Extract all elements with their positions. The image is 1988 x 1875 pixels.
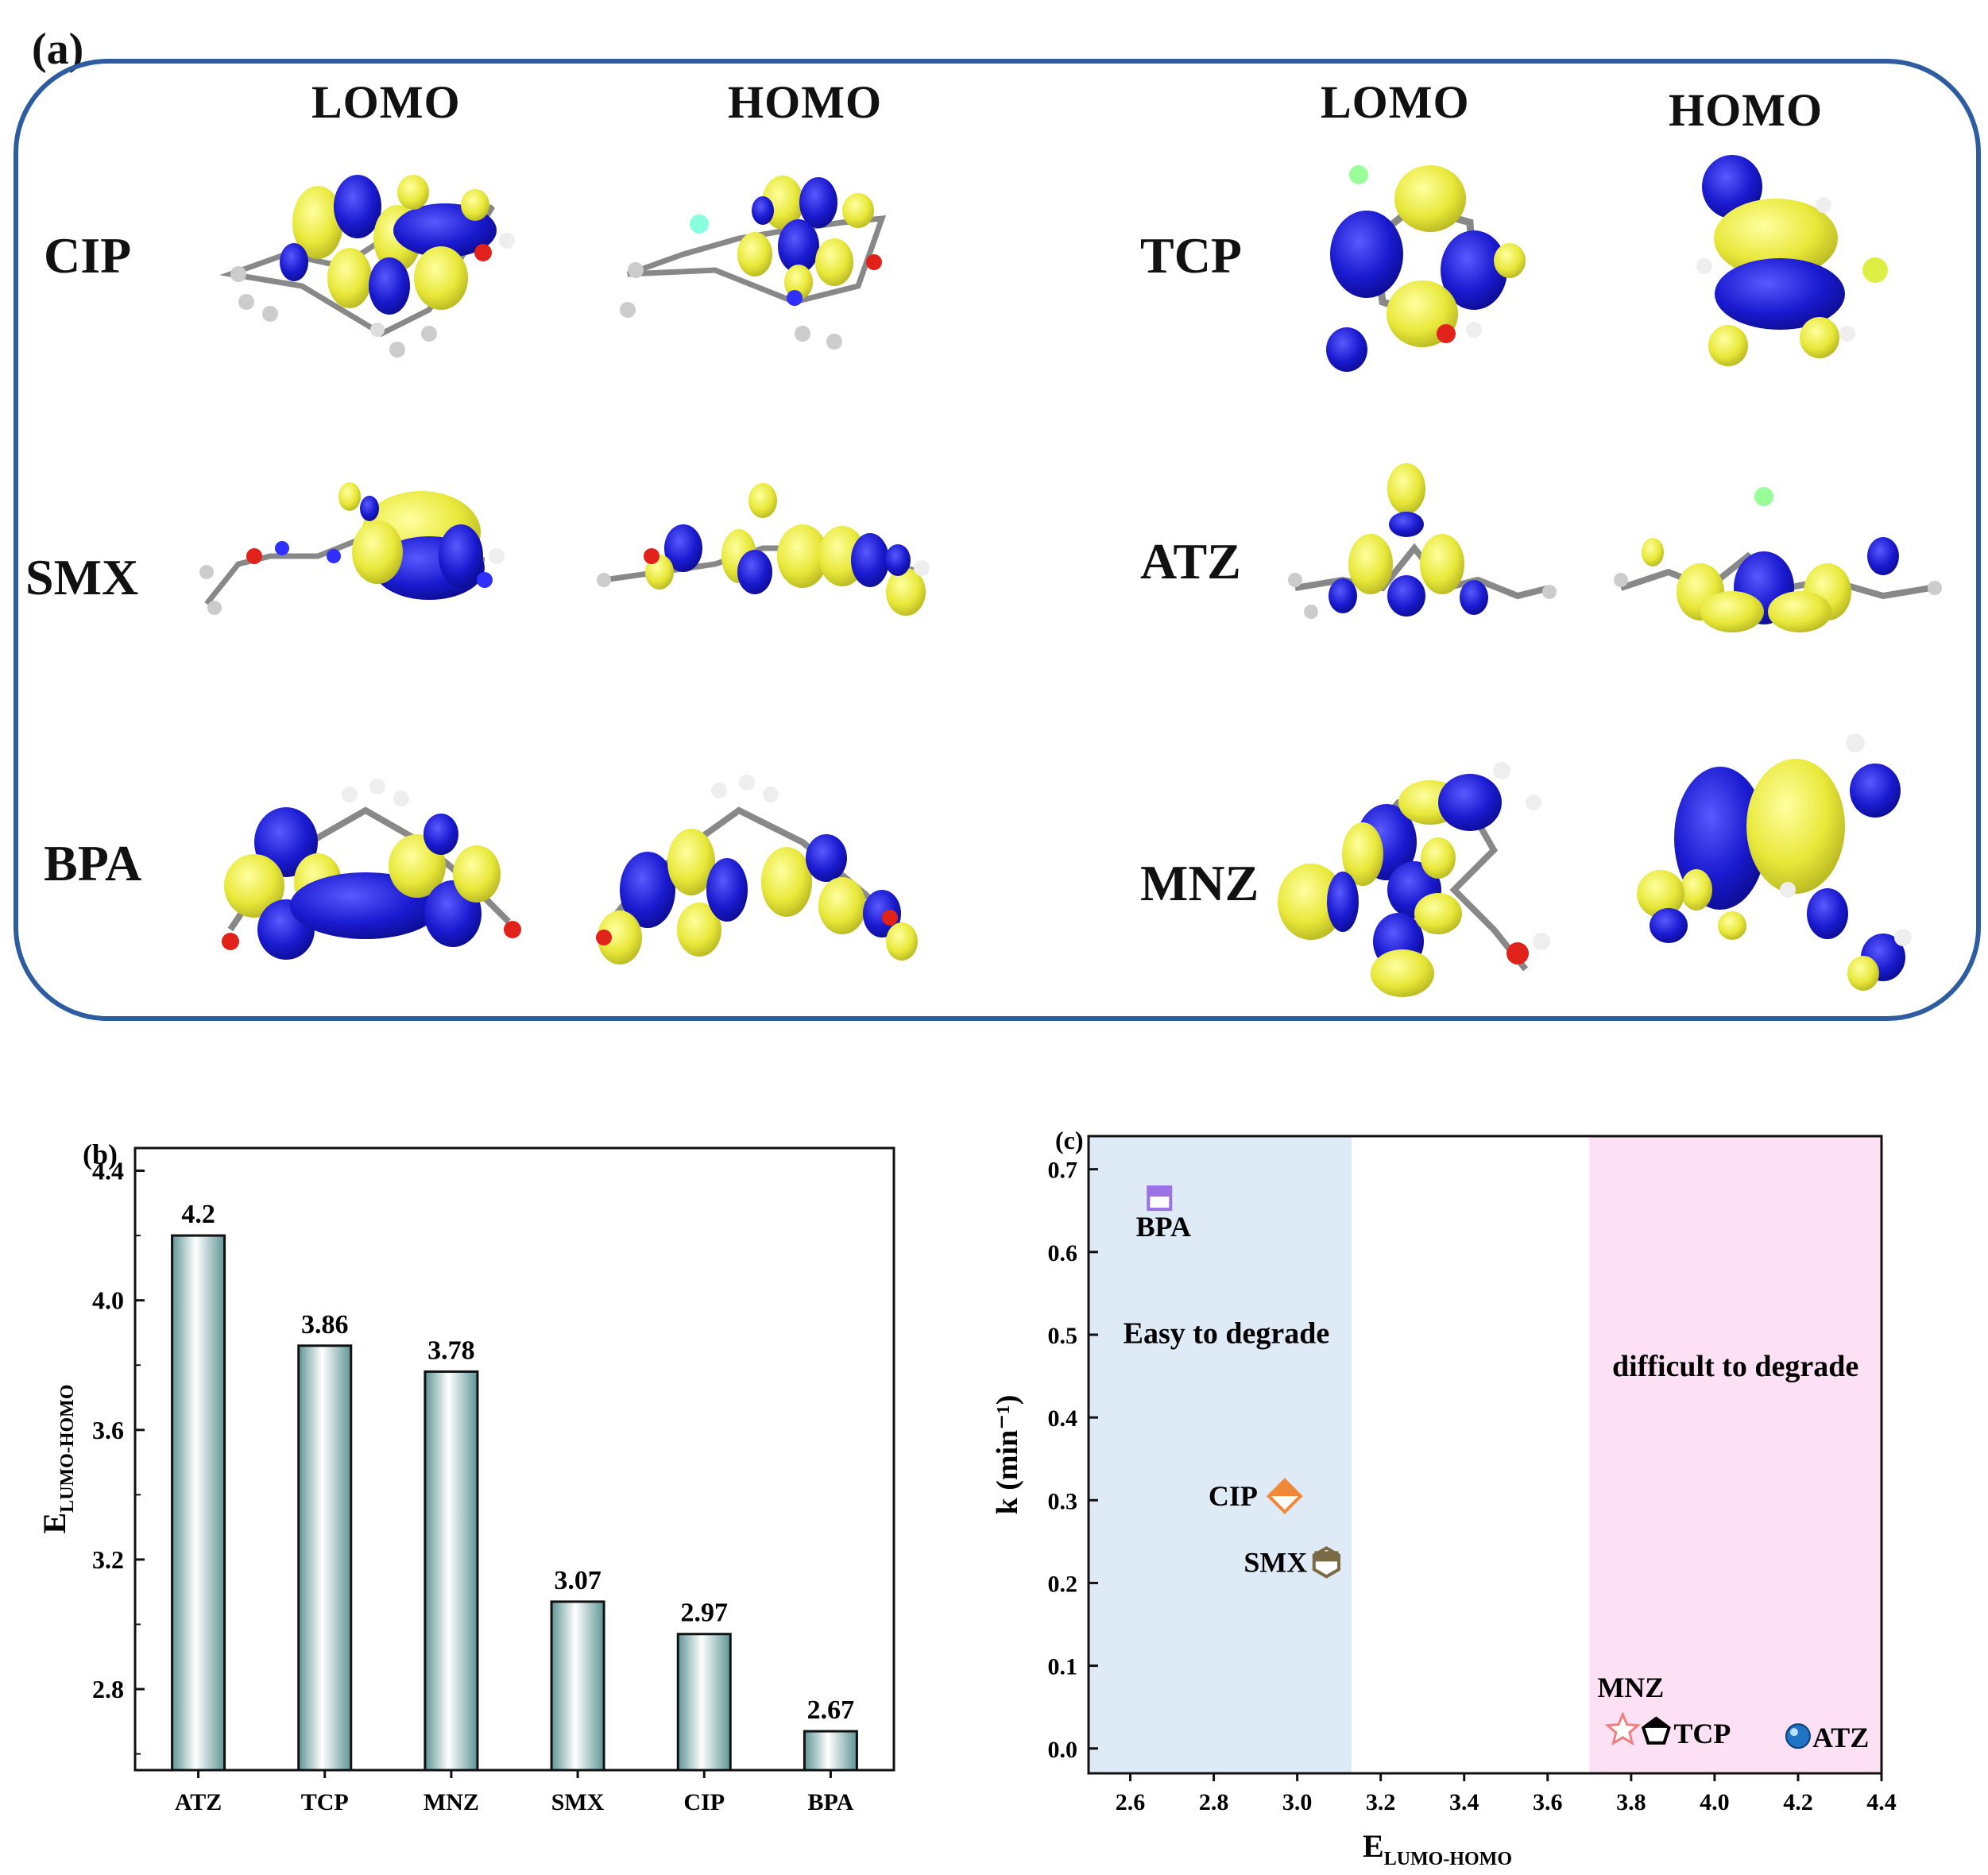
region-label-easy: Easy to degrade xyxy=(1124,1316,1330,1350)
bar-mnz xyxy=(424,1370,479,1772)
x-tick-label-b: BPA xyxy=(808,1789,854,1815)
point-label-mnz: MNZ xyxy=(1597,1672,1664,1703)
molecule-label-mnz: MNZ xyxy=(1140,855,1259,911)
lomo-header-right: LOMO xyxy=(1321,76,1470,128)
x-tick-label-b: CIP xyxy=(683,1789,725,1815)
y-tick-label-c: 0.4 xyxy=(1048,1405,1078,1432)
y-tick-label-b: 4.4 xyxy=(92,1157,124,1185)
x-tick-label-b: TCP xyxy=(301,1789,349,1815)
x-tick-label-b: ATZ xyxy=(175,1789,222,1815)
y-tick-label-c: 0.5 xyxy=(1048,1323,1078,1349)
bar-value-label: 2.97 xyxy=(681,1599,729,1628)
bar-tcp xyxy=(297,1344,353,1772)
x-tick-label-c: 4.0 xyxy=(1700,1789,1730,1815)
region-0 xyxy=(1089,1136,1352,1773)
x-tick-label-c: 3.6 xyxy=(1533,1789,1563,1815)
point-label-atz: ATZ xyxy=(1812,1722,1869,1753)
point-label-bpa: BPA xyxy=(1136,1211,1191,1243)
y-tick-label-b: 4.0 xyxy=(92,1286,124,1315)
point-tcp-fill xyxy=(1643,1718,1669,1728)
point-label-cip: CIP xyxy=(1209,1480,1258,1512)
y-tick-label-b: 3.6 xyxy=(92,1416,124,1444)
homo-header-left: HOMO xyxy=(728,76,883,128)
x-axis-label-c: ELUMO-HOMO xyxy=(1363,1828,1512,1869)
bar-chart-energy-gap: (b) 2.8 3.2 3.6 4.0 4.4 4.2 ATZ 3.86 TCP 3.78 MNZ 3.… xyxy=(37,1139,895,1815)
y-axis-label-b: ELUMO-HOMO xyxy=(37,1385,78,1534)
bar-smx xyxy=(550,1600,605,1772)
orbital-tcp-lomo xyxy=(1326,165,1526,372)
panel-b-letter: (b) xyxy=(83,1139,118,1170)
y-axis-label-main-b: E xyxy=(37,1513,72,1534)
point-atz xyxy=(1785,1723,1811,1749)
scatter-chart-rate-vs-gap: Easy to degrade difficult to degrade (c) 0.… xyxy=(991,1126,1897,1869)
point-atz-highlight xyxy=(1789,1728,1798,1737)
y-axis-label-c: k (min⁻¹) xyxy=(991,1395,1024,1515)
x-tick-label-c: 3.8 xyxy=(1616,1789,1646,1815)
y-tick-label-b: 3.2 xyxy=(92,1545,124,1574)
x-tick-label-c: 2.6 xyxy=(1116,1789,1146,1815)
region-label-difficult: difficult to degrade xyxy=(1612,1350,1858,1383)
orbital-cip-homo xyxy=(620,176,887,350)
point-cip-fill xyxy=(1268,1480,1301,1497)
bar-atz xyxy=(171,1234,226,1772)
x-tick-label-c: 3.0 xyxy=(1282,1789,1313,1815)
molecule-label-cip: CIP xyxy=(44,227,132,284)
y-tick-label-c: 0.2 xyxy=(1048,1571,1078,1597)
orbital-cip-lomo xyxy=(219,175,515,358)
orbital-tcp-homo xyxy=(1696,155,1888,366)
x-tick-label-b: SMX xyxy=(551,1789,605,1815)
orbital-bpa-homo xyxy=(596,775,918,965)
x-tick-label-c: 4.4 xyxy=(1866,1789,1897,1815)
bar-value-label: 4.2 xyxy=(181,1200,215,1229)
point-label-tcp: TCP xyxy=(1673,1718,1731,1749)
x-tick-label-c: 2.8 xyxy=(1199,1789,1229,1815)
molecule-label-bpa: BPA xyxy=(44,835,142,891)
point-smx-fill xyxy=(1314,1551,1339,1562)
x-axis-label-sub-c: LUMO-HOMO xyxy=(1384,1849,1512,1869)
y-tick-label-c: 0.1 xyxy=(1048,1654,1078,1680)
orbital-atz-homo xyxy=(1614,487,1942,632)
plot-frame-b xyxy=(133,1146,895,1772)
molecule-label-smx: SMX xyxy=(25,549,139,605)
bar-value-label: 3.78 xyxy=(427,1336,475,1365)
bar-value-label: 3.86 xyxy=(301,1310,349,1340)
orbital-smx-homo xyxy=(597,483,930,616)
orbital-mnz-homo xyxy=(1637,733,1912,991)
orbital-renderings xyxy=(199,155,1942,997)
x-tick-label-c: 3.2 xyxy=(1366,1789,1396,1815)
x-tick-label-c: 4.2 xyxy=(1783,1789,1813,1815)
x-axis-label-main-c: E xyxy=(1363,1828,1384,1864)
x-tick-label-b: MNZ xyxy=(424,1789,479,1815)
y-tick-label-c: 0.0 xyxy=(1048,1737,1078,1763)
bar-bpa xyxy=(803,1730,858,1772)
y-tick-label-c: 0.3 xyxy=(1048,1488,1078,1514)
molecule-label-atz: ATZ xyxy=(1140,533,1241,590)
y-tick-label-b: 2.8 xyxy=(92,1675,124,1703)
bar-value-label: 2.67 xyxy=(807,1695,855,1725)
region-1 xyxy=(1589,1136,1882,1773)
orbital-atz-lomo xyxy=(1288,463,1557,619)
orbital-bpa-lomo xyxy=(222,779,521,960)
molecule-label-tcp: TCP xyxy=(1140,227,1242,284)
y-tick-label-c: 0.7 xyxy=(1048,1158,1078,1184)
homo-header-right: HOMO xyxy=(1669,84,1824,136)
bar-cip xyxy=(676,1633,732,1772)
x-tick-label-c: 3.4 xyxy=(1449,1789,1479,1815)
plot-frame-c xyxy=(1087,1135,1883,1775)
orbital-smx-lomo xyxy=(199,482,505,615)
y-axis-label-sub-b: LUMO-HOMO xyxy=(57,1385,78,1513)
point-bpa-fill xyxy=(1148,1187,1171,1197)
point-label-smx: SMX xyxy=(1243,1546,1307,1578)
bar-value-label: 3.07 xyxy=(554,1566,601,1595)
lomo-header-left: LOMO xyxy=(311,76,461,128)
y-tick-label-c: 0.6 xyxy=(1048,1240,1078,1266)
panel-a-frame xyxy=(14,59,1981,1021)
point-mnz xyxy=(1604,1711,1642,1746)
orbital-mnz-lomo xyxy=(1278,762,1550,997)
panel-c-letter: (c) xyxy=(1055,1126,1084,1154)
